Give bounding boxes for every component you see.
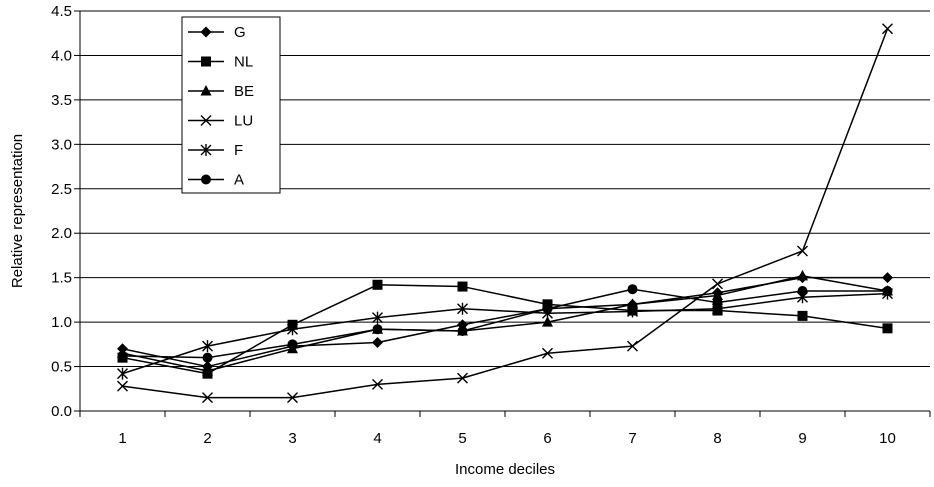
series-line-lu [122, 28, 889, 399]
x-tick-label: 1 [118, 430, 126, 447]
data-point-be [712, 289, 723, 300]
data-point-lu [457, 372, 468, 384]
data-point-lu [202, 392, 213, 404]
series-line-f [122, 292, 888, 375]
legend-box [181, 16, 281, 194]
legend: G NL BE LU FA [181, 16, 281, 194]
legend-marker-nl [201, 56, 211, 67]
data-point-a [627, 284, 638, 295]
series-a [117, 284, 893, 363]
data-point-lu [542, 347, 553, 359]
y-tick-label: 1.0 [51, 314, 72, 331]
y-tick-label: 0.5 [51, 359, 72, 376]
data-point-f [372, 311, 383, 324]
data-point-lu [372, 378, 383, 390]
legend-label-nl: NL [234, 54, 253, 71]
series-line-be [122, 275, 888, 372]
data-point-lu [712, 278, 723, 290]
x-tick-label: 8 [713, 430, 721, 447]
x-tick-label: 10 [879, 430, 896, 447]
data-point-a [882, 286, 893, 296]
legend-label-f: F [234, 142, 243, 159]
data-point-nl [457, 281, 468, 292]
y-tick-label: 0.0 [51, 403, 72, 420]
data-point-a [287, 339, 298, 350]
data-point-f [287, 323, 298, 336]
legend-marker-f [200, 144, 212, 156]
x-tick-label: 7 [628, 430, 636, 447]
legend-marker-lu [200, 115, 212, 126]
legend-item-nl: NL [188, 54, 253, 71]
data-point-lu [287, 392, 298, 404]
legend-label-lu: LU [234, 113, 253, 130]
y-tick-label: 2.0 [51, 225, 72, 242]
data-point-f [202, 340, 213, 353]
tick-labels: 0.0 0.5 1.0 1.5 2.0 2.5 3.0 3.5 4.0 4.5 1 2 3 4 5 6 7 8 9 1… [51, 3, 896, 447]
legend-item-be: BE [188, 83, 254, 100]
legend-item-g: G [188, 24, 246, 41]
legend-label-be: BE [234, 83, 254, 100]
x-tick-label: 3 [288, 430, 296, 447]
data-point-a [117, 350, 128, 361]
x-tick-label: 2 [203, 430, 211, 447]
x-tick-label: 6 [543, 430, 551, 447]
data-point-a [202, 352, 213, 363]
x-tick-label: 4 [373, 430, 381, 447]
data-point-lu [797, 245, 808, 257]
legend-item-lu: LU [188, 113, 253, 130]
data-point-a [372, 324, 383, 335]
data-point-a [797, 286, 808, 296]
data-point-lu [627, 340, 638, 352]
legend-label-a: A [234, 172, 244, 189]
data-point-lu [117, 380, 128, 392]
x-tick-label: 5 [458, 430, 466, 447]
y-tick-label: 1.5 [51, 270, 72, 287]
y-axis-title: Relative representation [9, 134, 26, 288]
x-tick-label: 9 [798, 430, 806, 447]
series [117, 23, 893, 404]
axes [74, 10, 931, 417]
data-point-a [542, 303, 553, 314]
data-point-g [372, 337, 383, 349]
y-tick-label: 4.0 [51, 47, 72, 64]
data-point-nl [882, 323, 893, 334]
y-tick-label: 3.5 [51, 92, 72, 109]
legend-marker-be [200, 85, 212, 96]
legend-item-f: F [188, 142, 243, 159]
legend-marker-a [201, 174, 211, 185]
series-lu [117, 23, 893, 404]
legend-marker-g [200, 26, 212, 38]
data-point-f [627, 305, 638, 318]
y-tick-label: 3.0 [51, 136, 72, 153]
data-point-be [542, 316, 553, 327]
data-point-f [457, 302, 468, 315]
data-point-be [797, 269, 808, 281]
y-tick-label: 2.5 [51, 181, 72, 198]
data-point-be [202, 365, 213, 376]
series-line-nl [122, 284, 888, 375]
data-point-a [457, 326, 468, 336]
data-point-lu [882, 23, 893, 35]
x-axis-title: Income deciles [455, 461, 555, 478]
series-line-a [122, 288, 888, 359]
data-point-f [117, 367, 128, 380]
y-tick-label: 4.5 [51, 3, 72, 20]
data-point-nl [797, 310, 808, 321]
legend-item-a: A [188, 172, 244, 189]
legend-label-g: G [234, 24, 246, 41]
data-point-be [627, 298, 638, 309]
data-point-a [712, 297, 723, 308]
data-point-g [882, 272, 893, 284]
data-point-nl [372, 279, 383, 290]
